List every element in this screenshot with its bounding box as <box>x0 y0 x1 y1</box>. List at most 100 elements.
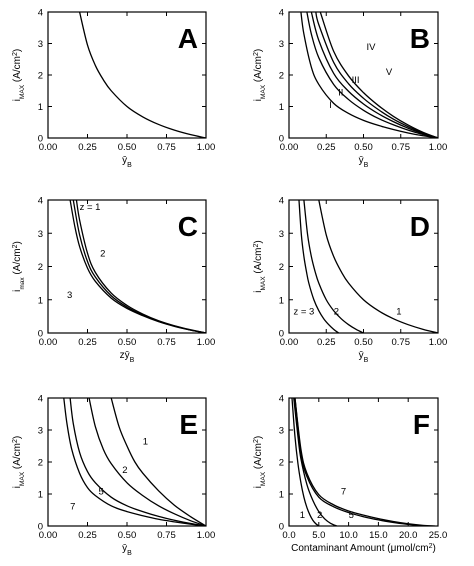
x-tick-label: 1.00 <box>429 337 448 348</box>
x-tick-label: 0.00 <box>280 142 299 153</box>
x-tick-label: 0.50 <box>354 142 373 153</box>
curve-label: II <box>338 87 343 98</box>
y-axis-label-sub: max <box>19 277 26 290</box>
curve-label: 7 <box>341 487 346 498</box>
y-axis-label: iMAX (A/cm2) <box>12 436 26 488</box>
curve-label: 2 <box>317 510 322 521</box>
y-axis-label-sub: MAX <box>260 84 267 99</box>
series-line-e-4 <box>63 398 206 526</box>
x-tick-label: 1.00 <box>197 142 216 153</box>
x-axis-label-sub: B <box>364 357 369 364</box>
y-tick-label: 4 <box>38 196 43 207</box>
y-axis-label-unit-end: ) <box>12 436 23 439</box>
y-axis-label-sub: MAX <box>260 276 267 291</box>
y-tick-label: 2 <box>279 262 284 273</box>
y-tick-label: 4 <box>38 8 43 19</box>
x-tick-label: 0.50 <box>118 337 137 348</box>
x-tick-label: 0.75 <box>392 337 411 348</box>
y-tick-label: 4 <box>38 394 43 405</box>
series-line-b-5 <box>319 12 438 138</box>
x-tick-label: 1.00 <box>197 337 216 348</box>
y-tick-label: 2 <box>279 71 284 82</box>
x-tick-label: 0.50 <box>354 337 373 348</box>
x-axis-label-main: ȳ <box>359 155 364 166</box>
y-tick-label: 0 <box>38 522 43 533</box>
x-axis-label-main: Contaminant Amount (μmol/cm <box>291 543 428 554</box>
x-tick-label: 0.25 <box>78 142 97 153</box>
x-axis-label-main: ȳ <box>359 350 364 361</box>
curve-label: 7 <box>70 501 75 512</box>
x-axis-label: ȳB <box>359 350 369 364</box>
y-axis-label-main: i <box>253 486 264 488</box>
x-tick-label: 0.50 <box>118 530 137 541</box>
y-axis-label-unit: (A/cm <box>12 248 23 277</box>
y-tick-label: 2 <box>279 458 284 469</box>
curve-label: 1 <box>396 307 401 318</box>
y-axis-label-main: i <box>12 486 23 488</box>
series-line-b-3 <box>310 12 438 138</box>
x-tick-label: 0.75 <box>157 142 176 153</box>
y-axis-label-main: i <box>12 290 23 292</box>
x-tick-label: 5.0 <box>312 530 325 541</box>
y-tick-label: 1 <box>38 490 43 501</box>
curve-label: z = 1 <box>80 202 101 213</box>
series-line-e-1 <box>110 398 206 526</box>
y-tick-label: 2 <box>38 262 43 273</box>
x-tick-label: 0.75 <box>157 337 176 348</box>
y-axis-label-unit-end: ) <box>12 241 23 244</box>
x-axis-label: zȳB <box>120 350 135 364</box>
y-axis-label-sub: MAX <box>19 471 26 486</box>
y-axis-label-unit-end: ) <box>253 240 264 243</box>
y-tick-label: 1 <box>38 102 43 113</box>
y-axis-label-unit-sup: 2 <box>253 52 260 56</box>
y-axis-label-main: i <box>253 99 264 101</box>
y-tick-label: 3 <box>38 229 43 240</box>
series-line-e-3 <box>69 398 206 526</box>
curve-label: 1 <box>300 510 305 521</box>
y-axis-label-unit: (A/cm <box>253 56 264 85</box>
x-tick-label: 1.00 <box>429 142 448 153</box>
y-axis-label: iMAX (A/cm2) <box>253 436 267 488</box>
y-axis-label-unit-sup: 2 <box>253 439 260 443</box>
series-line-b-2 <box>306 12 438 138</box>
curve-label: 2 <box>122 465 127 476</box>
y-axis-label-unit-sup: 2 <box>12 244 19 248</box>
y-axis-label-unit-end: ) <box>253 49 264 52</box>
y-axis-label-unit: (A/cm <box>253 443 264 472</box>
curve-label: V <box>386 67 393 78</box>
x-axis-label: ȳB <box>122 543 132 557</box>
x-tick-label: 1.00 <box>197 530 216 541</box>
x-axis-label: ȳB <box>122 155 132 169</box>
panel-letter: A <box>178 23 198 54</box>
x-axis-label-sub: B <box>364 162 369 169</box>
x-tick-label: 0.25 <box>317 142 336 153</box>
panel-letter: B <box>410 23 430 54</box>
y-axis-label-unit: (A/cm <box>253 248 264 277</box>
x-tick-label: 0.00 <box>280 337 299 348</box>
curve-label: z = 3 <box>293 307 314 318</box>
x-axis-label-sub: B <box>130 357 135 364</box>
y-axis-label-unit-sup: 2 <box>12 52 19 56</box>
x-axis-label-main: zȳ <box>120 350 130 361</box>
x-axis-label-sup: 2 <box>429 543 433 550</box>
y-tick-label: 1 <box>279 295 284 306</box>
y-tick-label: 4 <box>279 196 284 207</box>
x-axis-label-sub: B <box>127 162 132 169</box>
curve-label: III <box>352 75 360 86</box>
series-line-f-3 <box>294 398 424 526</box>
x-tick-label: 0.50 <box>118 142 137 153</box>
y-axis-label-unit-end: ) <box>253 436 264 439</box>
y-axis-label-sub: MAX <box>19 84 26 99</box>
curve-label: IV <box>366 42 376 53</box>
series-line-e-2 <box>88 398 206 526</box>
x-axis-label: Contaminant Amount (μmol/cm2) <box>291 543 436 555</box>
y-axis-label-unit-sup: 2 <box>12 439 19 443</box>
y-tick-label: 1 <box>279 102 284 113</box>
x-tick-label: 0.0 <box>282 530 295 541</box>
x-tick-label: 0.00 <box>39 337 58 348</box>
y-tick-label: 0 <box>38 134 43 145</box>
